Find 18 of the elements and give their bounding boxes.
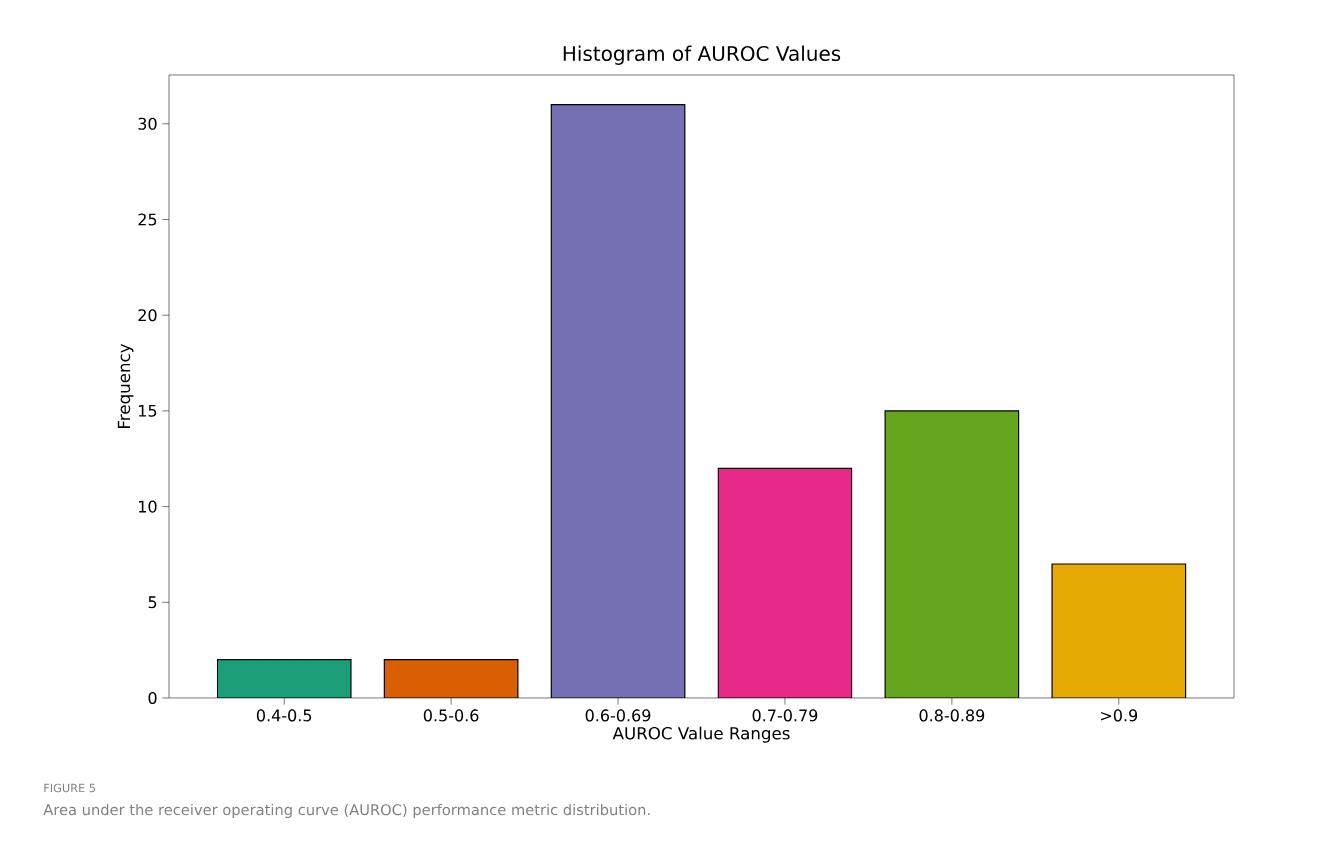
- y-tick-label: 20: [138, 309, 157, 322]
- y-axis-title: Frequency: [117, 343, 134, 428]
- x-axis-title: AUROC Value Ranges: [612, 726, 790, 743]
- y-tick-label: 5: [148, 596, 157, 609]
- y-tick-label: 0: [148, 691, 157, 705]
- y-tick-label: 30: [138, 117, 157, 130]
- caption: FIGURE 5: [44, 783, 96, 793]
- y-tick-label: 10: [139, 500, 157, 513]
- x-tick-label: >0.9: [1101, 709, 1138, 722]
- x-tick-label: 0.8-0.89: [919, 709, 985, 722]
- x-tick-label: 0.6-0.69: [585, 709, 651, 722]
- text: Area under the receiver operating curve (AUROC) performance metric distribution.: [43, 803, 650, 819]
- x-tick-label: 0.5-0.6: [423, 709, 479, 722]
- y-tick-label: 25: [138, 213, 157, 226]
- chart-title: Histogram of AUROC Values: [563, 45, 841, 65]
- y-tick-label: 15: [139, 404, 157, 417]
- x-tick-label: 0.7-0.79: [752, 709, 818, 722]
- x-tick-label: 0.4-0.5: [256, 709, 312, 722]
